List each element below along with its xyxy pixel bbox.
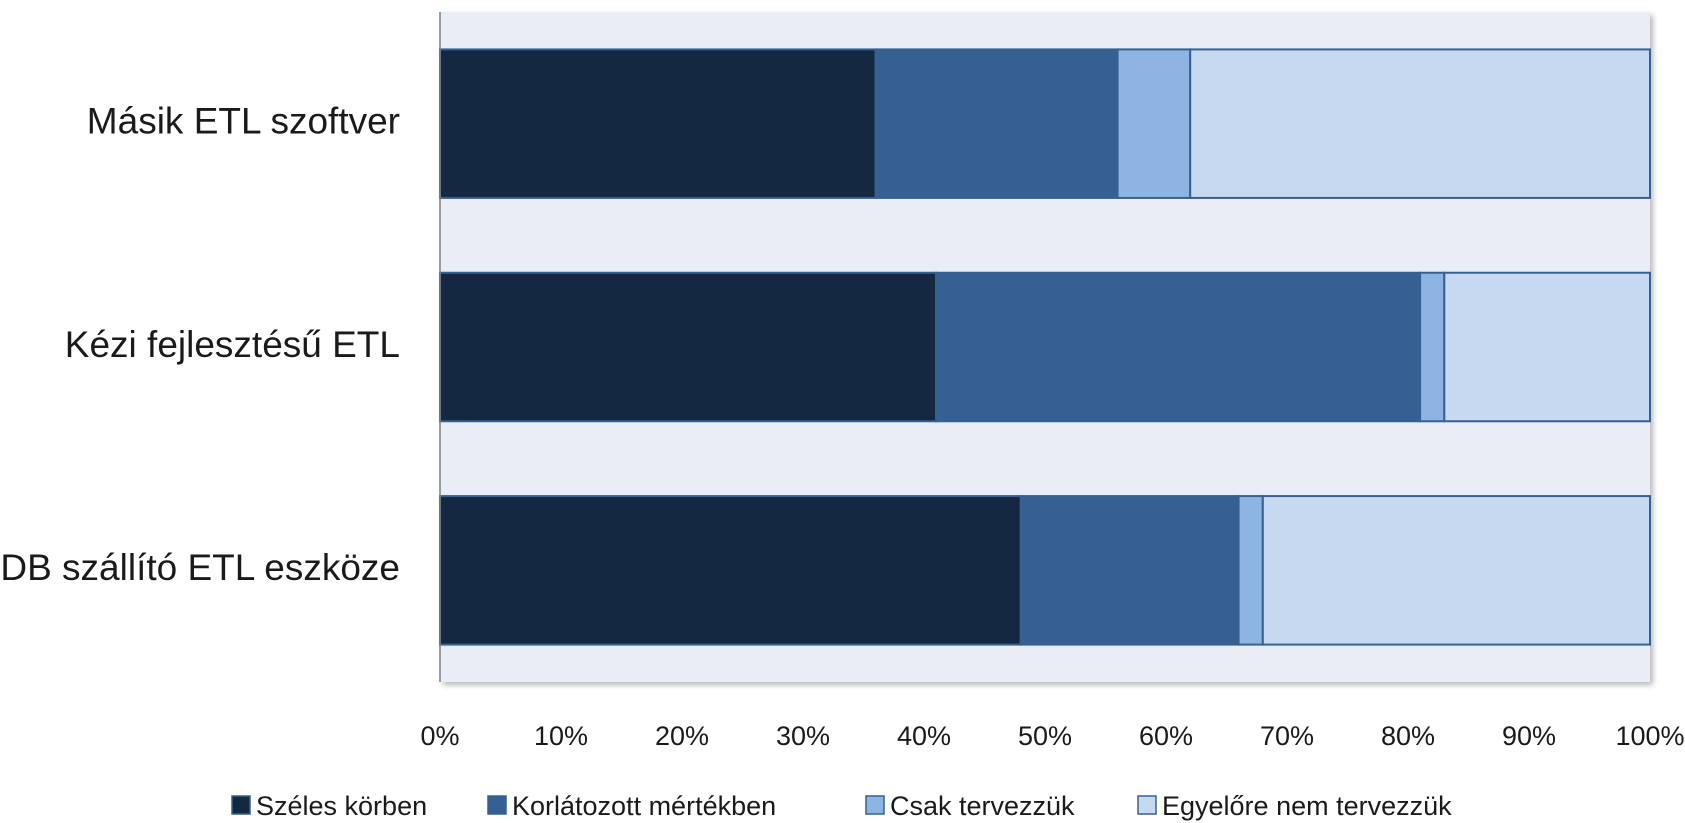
x-tick-label: 60% bbox=[1139, 721, 1193, 751]
x-tick-label: 100% bbox=[1615, 721, 1684, 751]
bar-kezi-fejlesztesu-etl-csak-tervezzuk bbox=[1419, 271, 1446, 423]
x-tick-label: 0% bbox=[420, 721, 459, 751]
x-tick-label: 30% bbox=[776, 721, 830, 751]
x-tick-label: 10% bbox=[534, 721, 588, 751]
category-label: DB szállító ETL eszköze bbox=[0, 547, 400, 588]
bar-masik-etl-szoftver-szeles-korben bbox=[439, 48, 877, 199]
legend-label: Csak tervezzük bbox=[890, 791, 1075, 821]
category-label: Kézi fejlesztésű ETL bbox=[65, 324, 400, 365]
x-tick-label: 80% bbox=[1381, 721, 1435, 751]
bar-db-szallito-etl-eszkoze-csak-tervezzuk bbox=[1237, 495, 1264, 646]
bar-masik-etl-szoftver-korlatozott-mertekben bbox=[874, 48, 1119, 199]
legend-label: Széles körben bbox=[256, 791, 427, 821]
legend-swatch-szeles-korben bbox=[231, 795, 251, 815]
bar-masik-etl-szoftver-csak-tervezzuk bbox=[1116, 48, 1192, 199]
bar-db-szallito-etl-eszkoze-egyelore-nem-tervezzuk bbox=[1261, 495, 1652, 646]
legend-swatch-csak-tervezzuk bbox=[865, 795, 885, 815]
bar-kezi-fejlesztesu-etl-egyelore-nem-tervezzuk bbox=[1443, 271, 1652, 423]
category-label: Másik ETL szoftver bbox=[87, 100, 400, 141]
bar-kezi-fejlesztesu-etl-szeles-korben bbox=[439, 271, 938, 423]
bar-db-szallito-etl-eszkoze-szeles-korben bbox=[439, 495, 1022, 646]
x-tick-label: 50% bbox=[1018, 721, 1072, 751]
x-tick-label: 70% bbox=[1260, 721, 1314, 751]
bar-kezi-fejlesztesu-etl-korlatozott-mertekben bbox=[935, 271, 1422, 423]
x-tick-label: 90% bbox=[1502, 721, 1556, 751]
legend-swatch-korlatozott-mertekben bbox=[487, 795, 507, 815]
bar-masik-etl-szoftver-egyelore-nem-tervezzuk bbox=[1189, 48, 1651, 199]
x-tick-label: 20% bbox=[655, 721, 709, 751]
legend-label: Korlátozott mértékben bbox=[512, 791, 776, 821]
legend-label: Egyelőre nem tervezzük bbox=[1162, 791, 1452, 821]
bar-db-szallito-etl-eszkoze-korlatozott-mertekben bbox=[1019, 495, 1240, 646]
legend-swatch-egyelore-nem-tervezzuk bbox=[1137, 795, 1157, 815]
x-tick-label: 40% bbox=[897, 721, 951, 751]
